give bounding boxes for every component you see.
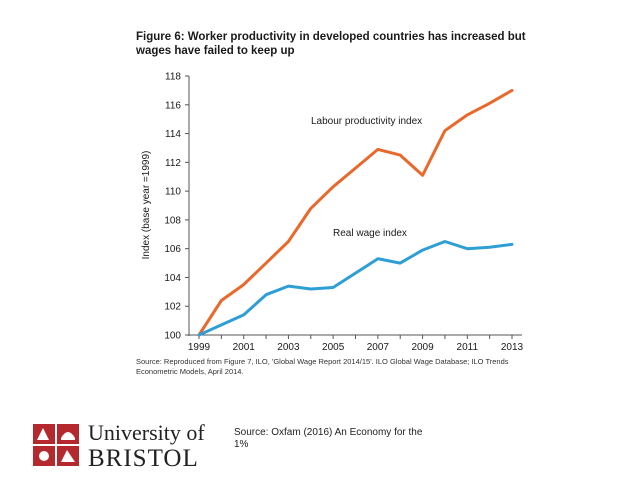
y-tick-label: 102 — [164, 302, 181, 313]
series-label-labour-productivity: Labour productivity index — [311, 116, 422, 127]
x-tick-labels: 1999 2001 2003 2005 2007 2009 2011 2013 — [188, 335, 524, 353]
series-line-labour-productivity — [197, 88, 514, 337]
y-tick-label: 108 — [164, 215, 181, 226]
x-tick-label: 2001 — [233, 342, 256, 353]
y-tick-label: 114 — [165, 129, 181, 140]
figure-title: Figure 6: Worker productivity in develop… — [136, 31, 526, 57]
logo-text-university: University of — [88, 420, 205, 445]
x-tick-label: 2005 — [322, 342, 345, 353]
chart-axes — [188, 76, 522, 336]
y-tick-label: 110 — [165, 187, 181, 198]
y-tick-label: 116 — [165, 100, 181, 111]
y-tick-label: 100 — [164, 331, 181, 342]
x-tick-label: 1999 — [188, 342, 211, 353]
y-tick-label: 112 — [165, 158, 181, 169]
x-tick-label: 2007 — [367, 342, 390, 353]
y-tick-label: 104 — [164, 273, 181, 284]
series-line-real-wage — [197, 240, 514, 337]
x-tick-label: 2011 — [457, 342, 479, 353]
x-tick-label: 2003 — [277, 342, 300, 353]
figure-source-note: Source: Reproduced from Figure 7, ILO, '… — [136, 357, 509, 376]
y-tick-label: 106 — [164, 244, 181, 255]
logo-text-bristol: BRISTOL — [88, 445, 199, 472]
y-axis-label: Index (base year =1999) — [141, 151, 152, 260]
coat-of-arms-icon — [33, 424, 79, 466]
university-logo — [33, 424, 79, 466]
chart-series — [197, 88, 514, 337]
series-label-real-wage: Real wage index — [333, 228, 407, 239]
y-tick-label: 118 — [165, 72, 181, 83]
x-tick-label: 2009 — [411, 342, 434, 353]
x-tick-label: 2013 — [501, 342, 524, 353]
y-tick-labels: 100 102 104 106 108 110 112 114 116 118 — [164, 72, 189, 342]
slide-source-note: Source: Oxfam (2016) An Economy for the … — [234, 427, 423, 450]
